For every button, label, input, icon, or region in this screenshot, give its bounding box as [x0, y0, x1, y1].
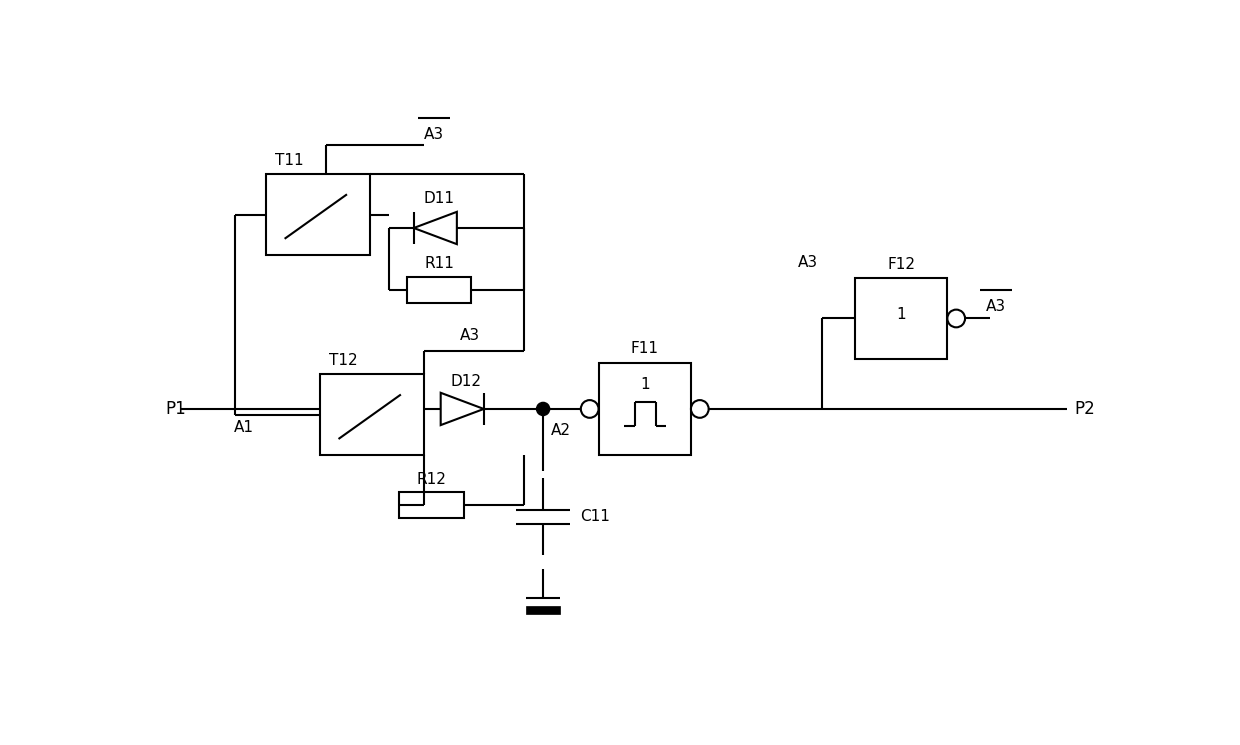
Bar	[265, 174, 370, 255]
Text: F12: F12	[887, 257, 915, 272]
Bar	[526, 606, 560, 614]
Text: P2: P2	[1074, 400, 1095, 418]
Bar	[407, 276, 471, 302]
Text: P1: P1	[166, 400, 186, 418]
Text: A3: A3	[424, 127, 444, 142]
Circle shape	[537, 402, 549, 416]
Text: 1: 1	[640, 378, 650, 393]
Text: C11: C11	[580, 510, 610, 524]
Circle shape	[691, 400, 708, 418]
Bar	[599, 363, 691, 455]
Text: A3: A3	[797, 255, 818, 270]
Text: T12: T12	[329, 353, 357, 368]
Text: R12: R12	[417, 472, 446, 486]
Text: D11: D11	[424, 191, 455, 206]
Text: R11: R11	[424, 256, 454, 271]
Bar	[320, 374, 424, 455]
Text: T11: T11	[275, 153, 304, 168]
Text: D12: D12	[450, 374, 481, 389]
Circle shape	[580, 400, 599, 418]
Text: F11: F11	[631, 341, 658, 356]
Bar	[854, 278, 947, 359]
Text: A3: A3	[986, 299, 1007, 314]
Text: A2: A2	[551, 423, 570, 438]
Circle shape	[947, 310, 965, 327]
Text: A1: A1	[233, 420, 253, 435]
Text: 1: 1	[897, 307, 906, 322]
Text: A3: A3	[460, 329, 480, 343]
Bar	[399, 492, 464, 519]
